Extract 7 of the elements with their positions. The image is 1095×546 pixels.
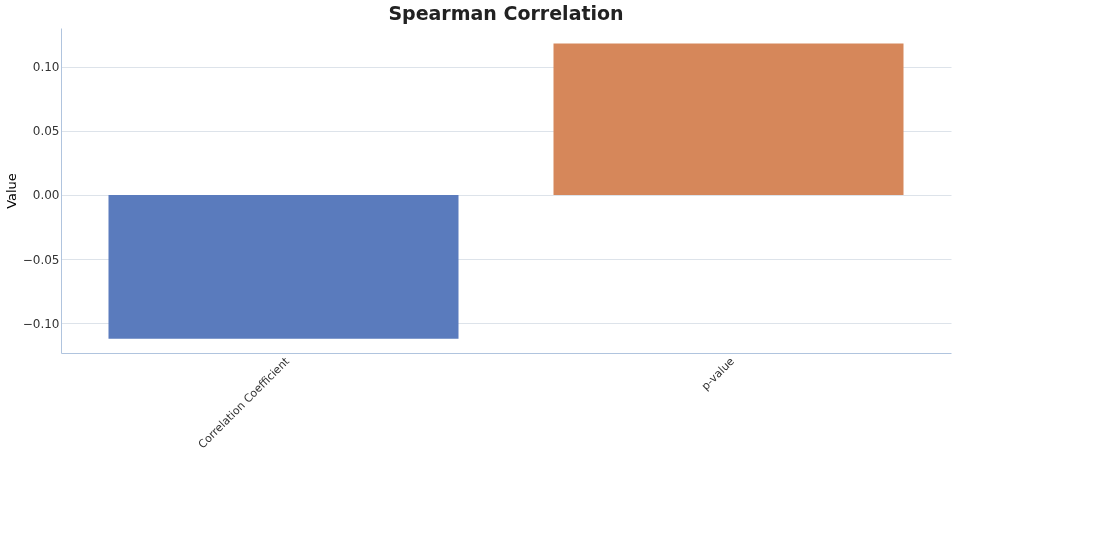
- y-tick-label: −0.10: [22, 316, 60, 331]
- y-axis-title: Value: [3, 173, 19, 209]
- y-tick-label: 0.00: [32, 188, 60, 203]
- y-tick-label: 0.05: [32, 124, 60, 139]
- y-tick-label: −0.05: [22, 252, 60, 267]
- y-tick-label: 0.10: [32, 60, 60, 75]
- chart-title: Spearman Correlation: [388, 2, 624, 24]
